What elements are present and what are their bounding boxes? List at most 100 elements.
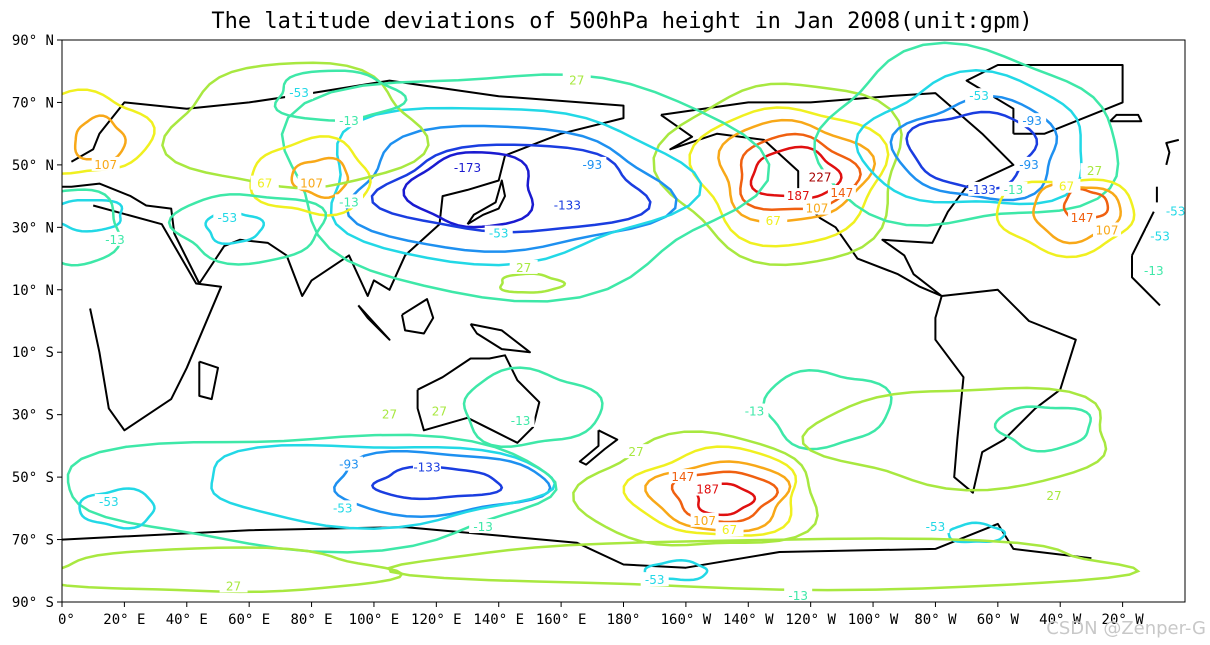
contour-label-bg (94, 494, 123, 509)
contour-line (402, 150, 535, 229)
x-tick-label: 40° E (166, 612, 208, 628)
contour-label: -53 (333, 501, 353, 515)
x-tick-label: 80° E (290, 612, 332, 628)
x-tick-label: 120° E (411, 612, 462, 628)
contour-label: -53 (1150, 230, 1170, 244)
contour-line (210, 443, 557, 530)
contour-label: 27 (1046, 489, 1061, 503)
coastline-segment (1165, 138, 1180, 166)
coastline-segment (401, 298, 435, 335)
contour-label-bg (1015, 156, 1044, 171)
contour-label-bg (965, 88, 994, 103)
x-tick-label: 80° W (914, 612, 957, 628)
contour-label: 147 (671, 470, 694, 484)
x-tick-label: 20° E (103, 612, 145, 628)
contour-label-bg (759, 213, 788, 228)
contour-label-bg (784, 188, 813, 203)
contour-label: -53 (969, 89, 989, 103)
contour-line (813, 41, 1120, 227)
x-tick-label: 180° (607, 612, 641, 628)
contour-label-bg (250, 175, 279, 190)
contour-label: 147 (1071, 211, 1094, 225)
coastline-segment (1131, 255, 1161, 307)
contour-label-bg (334, 194, 363, 209)
contour-label-bg (469, 519, 498, 534)
contour-label-bg (484, 225, 513, 240)
contour-label: 67 (766, 214, 781, 228)
contour-label: -93 (1019, 158, 1039, 172)
x-tick-label: 160° W (661, 612, 712, 628)
coastline-segment (934, 288, 1077, 494)
contour-line (371, 465, 504, 501)
contour-line (644, 460, 792, 533)
x-tick-label: 100° W (848, 612, 899, 628)
contour-label: 67 (257, 177, 272, 191)
contour-label-bg (668, 469, 697, 484)
contour-label: 27 (382, 408, 397, 422)
contour-label: -133 (554, 198, 581, 212)
y-tick-label: 50° S (12, 470, 54, 486)
contour-label: 187 (696, 483, 719, 497)
contour-label-bg (921, 519, 950, 534)
contour-label-bg (219, 578, 248, 593)
contour-label-bg (553, 197, 582, 212)
contour-line (345, 124, 678, 253)
contour-line (670, 470, 780, 524)
contour-line (801, 386, 1108, 492)
contour-label-bg (968, 181, 997, 196)
contour-label: 227 (809, 170, 832, 184)
contour-label-bg (1139, 263, 1168, 278)
contour-label: 107 (1096, 223, 1119, 237)
contour-label-bg (91, 156, 120, 171)
contour-label-bg (562, 72, 591, 87)
contour-label: 107 (300, 177, 323, 191)
contour-label-bg (740, 403, 769, 418)
contour-label: -13 (105, 233, 125, 247)
contour-label-bg (334, 113, 363, 128)
x-tick-label: 100° E (349, 612, 400, 628)
y-tick-label: 70° N (12, 95, 54, 111)
y-tick-label: 10° N (12, 283, 54, 299)
contour-label: -13 (473, 520, 493, 534)
contour-label-bg (334, 456, 363, 471)
contour-line (387, 537, 1141, 592)
contour-label-bg (1146, 228, 1175, 243)
contour-line (273, 69, 408, 122)
contour-line (370, 143, 652, 234)
contour-label-bg (101, 231, 130, 246)
contour-label: 27 (516, 261, 531, 275)
contour-label: -13 (1004, 183, 1024, 197)
contour-label: -53 (926, 520, 946, 534)
contour-label-bg (375, 406, 404, 421)
y-tick-label: 70° S (12, 533, 54, 549)
contour-label: -133 (413, 461, 440, 475)
contour-line (161, 61, 430, 190)
y-tick-label: 30° N (12, 220, 54, 236)
contour-label-bg (1018, 113, 1047, 128)
coastline-segment (357, 304, 391, 341)
contour-label: -53 (289, 86, 309, 100)
contour-label: 67 (722, 523, 737, 537)
coastline-segment (1131, 211, 1155, 256)
coastline-segment (578, 429, 619, 466)
x-tick-label: 40° W (1039, 612, 1082, 628)
contour-line (62, 546, 404, 594)
contour-label: -53 (1166, 205, 1186, 219)
contour-line (643, 559, 709, 582)
contour-line (204, 210, 265, 246)
contour-line (652, 82, 903, 267)
contour-label: -53 (99, 495, 119, 509)
contour-label-bg (412, 459, 441, 474)
x-tick-label: 60° W (977, 612, 1020, 628)
coastline-segment (660, 92, 1015, 297)
contour-label: -13 (511, 414, 531, 428)
contour-label-bg (509, 259, 538, 274)
contour-label-bg (690, 512, 719, 527)
contour-label: -53 (218, 211, 238, 225)
contour-label: -53 (645, 573, 665, 587)
contour-label: 107 (94, 158, 117, 172)
y-tick-label: 90° S (12, 595, 54, 611)
contour-label: 67 (1059, 180, 1074, 194)
contour-label-bg (693, 481, 722, 496)
